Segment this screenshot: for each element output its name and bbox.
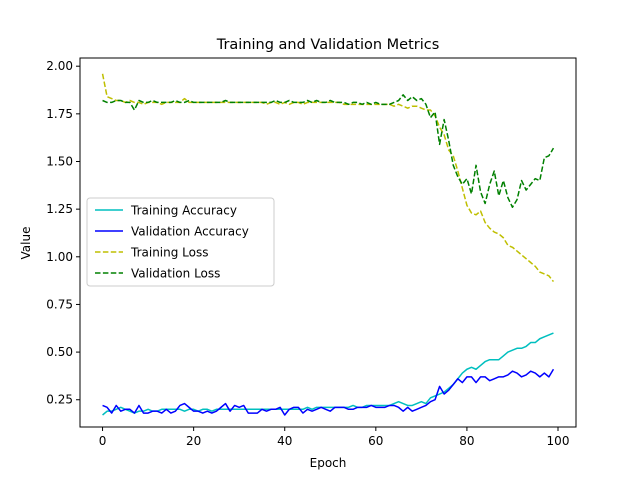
y-tick-label: 0.25 xyxy=(46,393,73,407)
legend-label: Training Accuracy xyxy=(130,204,237,218)
series-lines xyxy=(101,73,555,416)
x-axis-label: Epoch xyxy=(310,456,347,470)
legend-label: Training Loss xyxy=(130,246,208,260)
legend-label: Validation Loss xyxy=(131,267,220,281)
series-line-training-loss xyxy=(101,73,555,283)
plot-frame xyxy=(79,57,577,428)
y-tick-label: 2.00 xyxy=(46,59,73,73)
x-tick-label: 100 xyxy=(547,434,570,448)
chart-title: Training and Validation Metrics xyxy=(216,37,440,53)
y-tick-label: 1.00 xyxy=(46,250,73,264)
y-tick-label: 0.50 xyxy=(46,345,73,359)
x-tick-label: 40 xyxy=(277,434,292,448)
series-line-validation-loss xyxy=(102,94,555,208)
y-tick-label: 1.50 xyxy=(46,154,73,168)
x-tick-label: 80 xyxy=(459,434,474,448)
y-tick-label: 1.25 xyxy=(46,202,73,216)
x-tick-label: 0 xyxy=(99,434,107,448)
y-tick-label: 1.75 xyxy=(46,107,73,121)
legend: Training Accuracy Validation Accuracy Trai… xyxy=(86,197,275,287)
y-axis: 0.25 0.50 0.75 1.00 1.25 1.50 1.75 2.00 xyxy=(46,59,80,407)
series-line-validation-accuracy xyxy=(102,368,555,416)
y-axis-label: Value xyxy=(19,227,33,260)
legend-box xyxy=(86,197,275,287)
y-tick-label: 0.75 xyxy=(46,297,73,311)
x-tick-label: 20 xyxy=(186,434,201,448)
legend-label: Validation Accuracy xyxy=(131,225,249,239)
x-tick-label: 60 xyxy=(368,434,383,448)
x-axis: 0 20 40 60 80 100 xyxy=(99,427,570,448)
